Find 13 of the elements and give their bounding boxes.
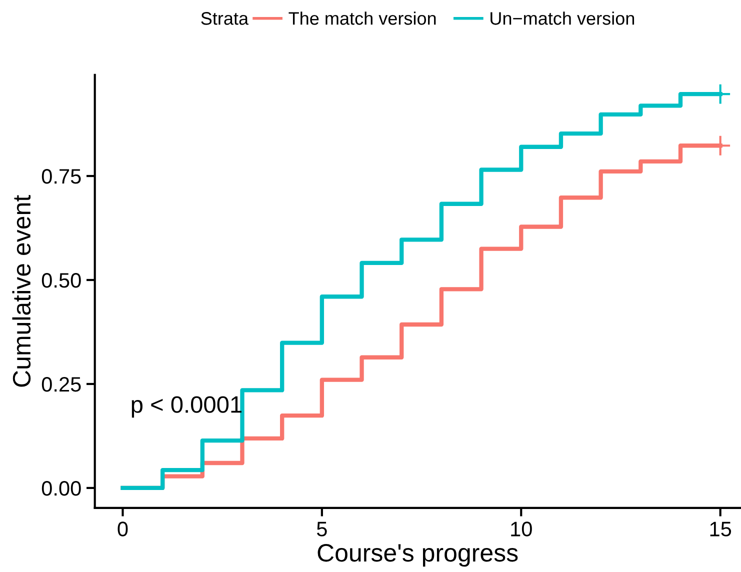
y-tick-label: 0.50 [42, 272, 81, 288]
x-tick-label: 0 [118, 522, 128, 536]
x-tick-label: 10 [511, 522, 532, 536]
y-tick-label: 0.25 [42, 376, 81, 392]
x-tick-label: 15 [710, 522, 732, 536]
y-tick-label: 0.75 [42, 169, 81, 184]
x-tick-label: 5 [316, 522, 327, 536]
legend-title: Strata [201, 12, 249, 25]
y-axis-title: Cumulative event [12, 195, 31, 387]
legend-label: Un−match version [490, 12, 634, 25]
x-axis-title: Course's progress [318, 544, 518, 567]
y-tick-label: 0.00 [42, 480, 81, 496]
legend-label: The match version [288, 12, 436, 25]
